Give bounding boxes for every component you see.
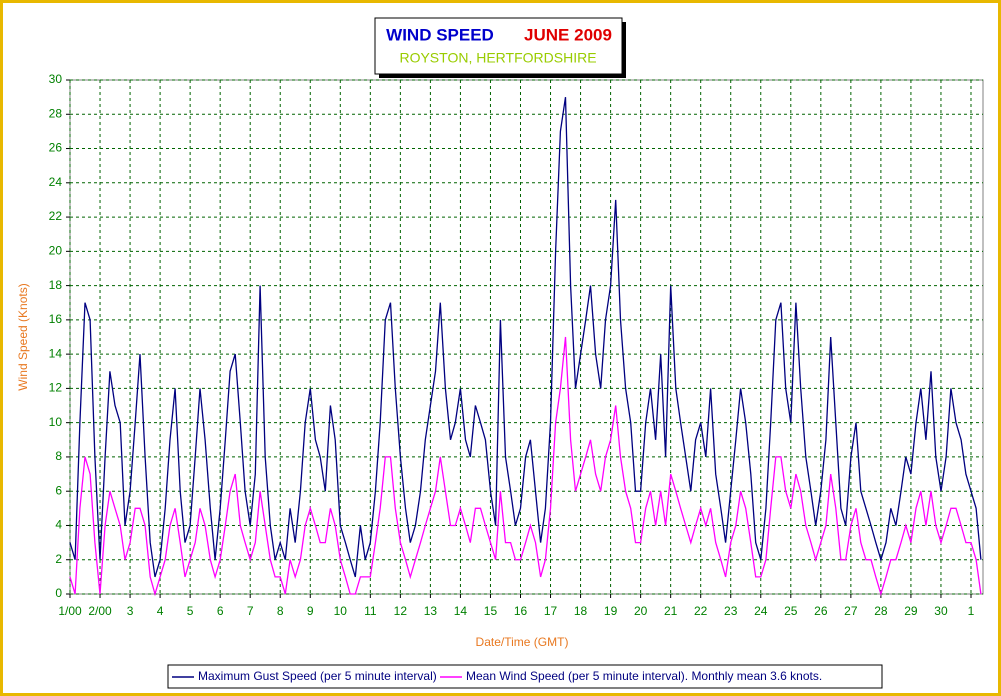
x-tick-label: 3 — [127, 604, 134, 618]
chart-subtitle: ROYSTON, HERTFORDSHIRE — [399, 50, 596, 66]
x-tick-label: 13 — [424, 604, 438, 618]
x-tick-label: 10 — [334, 604, 348, 618]
legend-label: Maximum Gust Speed (per 5 minute interva… — [198, 669, 437, 683]
x-tick-label: 16 — [514, 604, 528, 618]
x-tick-label: 2/00 — [88, 604, 112, 618]
y-axis-label: Wind Speed (Knots) — [16, 283, 30, 390]
x-tick-label: 14 — [454, 604, 468, 618]
x-tick-label: 1 — [968, 604, 975, 618]
x-tick-label: 20 — [634, 604, 648, 618]
y-tick-label: 16 — [49, 312, 63, 326]
x-tick-label: 8 — [277, 604, 284, 618]
x-tick-label: 7 — [247, 604, 254, 618]
series-line — [69, 97, 982, 578]
y-tick-label: 24 — [49, 175, 63, 189]
x-tick-label: 24 — [754, 604, 768, 618]
x-tick-label: 22 — [694, 604, 708, 618]
y-tick-label: 18 — [49, 278, 63, 292]
x-tick-label: 9 — [307, 604, 314, 618]
x-tick-label: 17 — [544, 604, 558, 618]
x-tick-label: 23 — [724, 604, 738, 618]
x-tick-label: 19 — [604, 604, 618, 618]
y-tick-label: 26 — [49, 141, 63, 155]
y-tick-label: 28 — [49, 106, 63, 120]
legend-label: Mean Wind Speed (per 5 minute interval).… — [466, 669, 822, 683]
y-tick-label: 6 — [55, 483, 62, 497]
x-tick-label: 29 — [904, 604, 918, 618]
chart-title-date: JUNE 2009 — [524, 25, 612, 44]
x-axis-label: Date/Time (GMT) — [476, 635, 569, 649]
x-tick-label: 4 — [157, 604, 164, 618]
chart-title: WIND SPEED — [386, 25, 494, 44]
title-box — [374, 17, 623, 75]
x-tick-label: 25 — [784, 604, 798, 618]
x-tick-label: 5 — [187, 604, 194, 618]
plot — [66, 79, 983, 598]
x-tick-label: 27 — [844, 604, 858, 618]
x-tick-label: 11 — [364, 604, 377, 618]
y-tick-label: 0 — [55, 586, 62, 600]
legend-box — [167, 664, 883, 689]
y-tick-label: 20 — [49, 244, 63, 258]
x-tick-label: 15 — [484, 604, 498, 618]
y-tick-label: 22 — [49, 209, 63, 223]
y-tick-label: 12 — [49, 381, 63, 395]
x-tick-label: 18 — [574, 604, 588, 618]
y-tick-label: 30 — [49, 72, 63, 86]
x-tick-label: 6 — [217, 604, 224, 618]
x-tick-label: 12 — [394, 604, 408, 618]
x-tick-label: 21 — [664, 604, 678, 618]
y-tick-label: 14 — [49, 346, 63, 360]
x-tick-label: 26 — [814, 604, 828, 618]
y-tick-label: 2 — [55, 552, 62, 566]
x-tick-label: 1/00 — [58, 604, 82, 618]
x-tick-label: 28 — [874, 604, 888, 618]
series-line — [69, 336, 982, 597]
x-tick-label: 30 — [934, 604, 948, 618]
y-tick-label: 10 — [49, 415, 63, 429]
y-tick-label: 4 — [55, 518, 62, 532]
y-tick-label: 8 — [55, 449, 62, 463]
